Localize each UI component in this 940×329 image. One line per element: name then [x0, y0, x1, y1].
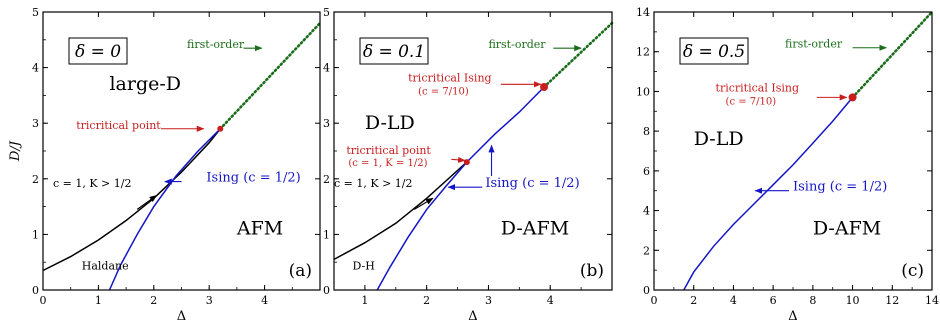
plot-frame: [333, 11, 613, 291]
y-tick-label: 1: [32, 228, 39, 241]
panel-label: (b): [580, 261, 604, 281]
x-tick-label: 4: [730, 294, 737, 307]
y-tick-label: 8: [643, 125, 650, 138]
y-axis-label: D/J: [8, 140, 23, 162]
x-tick-label: 2: [150, 294, 157, 307]
plot-frame: [653, 11, 933, 291]
annotation-arrow: [136, 195, 158, 210]
region-label: first-order: [488, 38, 546, 51]
x-tick-label: 14: [925, 294, 939, 307]
series-line-0: [333, 161, 468, 261]
region-label: first-order: [785, 38, 843, 51]
region-label: first-order: [187, 38, 245, 51]
y-tick-label: 14: [636, 6, 650, 19]
plot-frame: [42, 11, 321, 291]
y-tick-label: 2: [323, 173, 330, 186]
x-tick-label: 4: [547, 294, 554, 307]
y-tick-label: 2: [32, 173, 39, 186]
y-tick-label: 12: [636, 46, 650, 59]
y-tick-label: 1: [323, 228, 330, 241]
y-tick-label: 4: [32, 62, 39, 75]
region-label: Haldane: [82, 259, 129, 272]
y-tick-label: 10: [636, 85, 650, 98]
region-label: AFM: [236, 217, 283, 239]
y-tick-label: 3: [32, 117, 39, 130]
y-tick-label: 5: [32, 6, 39, 19]
x-tick-label: 0: [651, 294, 658, 307]
tricritical-point-marker: [848, 93, 857, 102]
tricritical-point-marker: [540, 83, 549, 92]
delta-box: [68, 37, 128, 65]
y-tick-label: 3: [323, 117, 330, 130]
y-tick-label: 0: [32, 284, 39, 297]
tricritical-point-sub-label: (c = 1, K = 1/2): [348, 158, 427, 169]
region-label: tricritical Ising: [408, 72, 491, 85]
x-tick-label: 12: [885, 294, 899, 307]
y-tick-label: 0: [323, 284, 330, 297]
x-tick-label: 10: [846, 294, 860, 307]
y-tick-label: 4: [643, 205, 650, 218]
x-tick-label: 2: [423, 294, 430, 307]
critical-point-sub-label: (c = 7/10): [726, 96, 777, 107]
x-tick-label: 8: [809, 294, 816, 307]
panel-c: 0 2 4 6 8 10 12 14 0 2 4 6 8 10 12 14 Δ D-LD D-AFM Ising (c…: [636, 6, 939, 324]
panel-a: 0 1 2 3 4 0 1 2 3 4 5 Δ D/J large-D AFM Haldane c = 1, K…: [8, 6, 322, 324]
delta-box: [679, 37, 749, 65]
series-line-1: [108, 128, 221, 291]
region-label: Ising (c = 1/2): [485, 176, 579, 191]
critical-point-sub-label: (c = 7/10): [418, 87, 469, 98]
series-line-0: [683, 96, 854, 291]
region-label: tricritical Ising: [716, 81, 799, 94]
y-tick-label: 6: [643, 165, 650, 178]
delta-value: δ = 0: [75, 42, 121, 62]
delta-box: [359, 37, 429, 65]
region-label: Ising (c = 1/2): [206, 171, 300, 186]
region-label: D-AFM: [813, 217, 881, 239]
x-tick-label: 4: [261, 294, 268, 307]
delta-value: δ = 0.1: [363, 42, 425, 62]
x-tick-label: 1: [95, 294, 102, 307]
x-tick-label: 3: [485, 294, 492, 307]
tricritical-point-marker: [217, 125, 224, 132]
annotation-arrow: [414, 197, 434, 210]
region-label: D-LD: [365, 112, 415, 134]
region-label: large-D: [109, 73, 181, 95]
region-label: c = 1, K > 1/2: [53, 177, 132, 190]
x-tick-label: 6: [770, 294, 777, 307]
x-axis-label: Δ: [788, 309, 797, 324]
region-label: D-LD: [694, 128, 744, 150]
x-axis-label: Δ: [468, 309, 477, 324]
x-tick-label: 2: [690, 294, 697, 307]
series-line-0: [42, 128, 221, 272]
series-line-2: [542, 21, 614, 89]
x-tick-label: 3: [206, 294, 213, 307]
x-tick-label: 1: [361, 294, 368, 307]
y-tick-label: 5: [323, 6, 330, 19]
annotation-arrow: [451, 156, 466, 163]
delta-value: δ = 0.5: [683, 42, 745, 62]
panel-b: 1 2 3 4 0 1 2 3 4 5 Δ D-LD D-AFM D-H c = 1, K > 1/2 Isi…: [323, 6, 614, 324]
y-tick-label: 2: [643, 244, 650, 257]
panel-label: (c): [901, 261, 924, 281]
panel-label: (a): [289, 261, 312, 281]
region-label: tricritical point: [346, 144, 431, 157]
region-label: c = 1, K > 1/2: [334, 177, 413, 190]
y-tick-label: 4: [323, 62, 330, 75]
y-tick-label: 0: [643, 284, 650, 297]
x-axis-label: Δ: [177, 309, 186, 324]
x-tick-label: 0: [40, 294, 47, 307]
region-label: Ising (c = 1/2): [793, 180, 887, 195]
region-label: D-AFM: [501, 217, 569, 239]
series-line-1: [376, 86, 545, 291]
region-label: tricritical point: [76, 119, 161, 132]
region-label: D-H: [353, 259, 375, 272]
series-line-1: [851, 10, 934, 99]
series-line-2: [219, 21, 322, 131]
